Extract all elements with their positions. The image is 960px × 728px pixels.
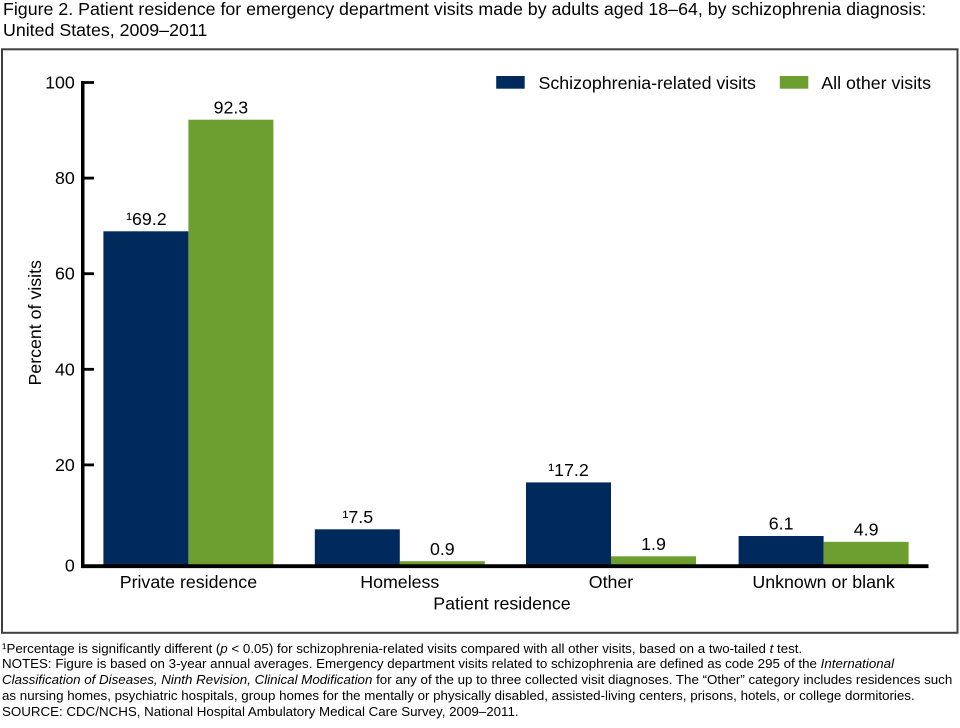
svg-text:20: 20 bbox=[55, 455, 75, 475]
svg-text:Schizophrenia-related visits: Schizophrenia-related visits bbox=[539, 73, 757, 93]
svg-text:Percent of visits: Percent of visits bbox=[25, 260, 45, 386]
svg-text:100: 100 bbox=[45, 73, 75, 93]
svg-text:Patient residence: Patient residence bbox=[433, 594, 571, 614]
svg-text:¹69.2: ¹69.2 bbox=[126, 209, 167, 229]
svg-text:6.1: 6.1 bbox=[769, 514, 794, 534]
svg-text:4.9: 4.9 bbox=[854, 519, 879, 539]
svg-text:Private residence: Private residence bbox=[120, 572, 257, 592]
svg-text:60: 60 bbox=[55, 264, 75, 284]
svg-text:40: 40 bbox=[55, 359, 75, 379]
svg-text:0.9: 0.9 bbox=[430, 539, 455, 559]
svg-text:92.3: 92.3 bbox=[214, 97, 249, 117]
svg-text:United States, 2009–2011: United States, 2009–2011 bbox=[3, 20, 207, 40]
svg-text:Homeless: Homeless bbox=[360, 572, 439, 592]
svg-text:Unknown or blank: Unknown or blank bbox=[752, 572, 894, 592]
svg-text:¹17.2: ¹17.2 bbox=[548, 460, 589, 480]
svg-text:80: 80 bbox=[55, 168, 75, 188]
svg-text:Other: Other bbox=[589, 572, 634, 592]
svg-text:0: 0 bbox=[65, 556, 75, 576]
svg-text:¹7.5: ¹7.5 bbox=[342, 507, 373, 527]
svg-text:1.9: 1.9 bbox=[641, 534, 666, 554]
svg-text:Figure 2. Patient residence fo: Figure 2. Patient residence for emergenc… bbox=[3, 0, 926, 19]
svg-text:All other visits: All other visits bbox=[821, 73, 931, 93]
